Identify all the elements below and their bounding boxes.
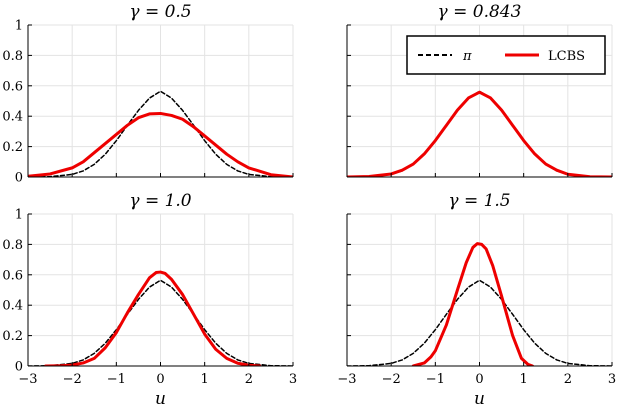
x-tick-label: 0 xyxy=(475,372,483,387)
y-tick-label: 0.8 xyxy=(2,238,23,253)
panel-3: −3 −2 −1 0 1 2 3 γ = 1.5 u xyxy=(337,191,616,409)
series-line-lcbs xyxy=(28,111,293,177)
series-line-pi xyxy=(28,90,293,177)
chart-title-1: γ = 0.843 xyxy=(438,2,522,22)
x-tick-label: −1 xyxy=(426,372,445,387)
chart-title-3: γ = 1.5 xyxy=(448,191,510,211)
y-tick-label: 0.4 xyxy=(2,299,23,314)
y-tick-label: 0.6 xyxy=(2,79,23,94)
y-tick-label: 0.8 xyxy=(2,49,23,64)
x-tick-label: −3 xyxy=(18,372,37,387)
y-tick-label: 0.4 xyxy=(2,110,23,125)
x-tick-label: 2 xyxy=(564,372,572,387)
series-line-lcbs xyxy=(411,242,534,366)
legend-label-lcbs: LCBS xyxy=(548,49,585,64)
y-tick-label: 0.2 xyxy=(2,140,23,155)
ticks-1 xyxy=(346,24,613,178)
x-tick-label: 3 xyxy=(608,372,616,387)
x-tick-label: −2 xyxy=(63,372,82,387)
x-tick-label: −1 xyxy=(107,372,126,387)
legend-box xyxy=(406,35,606,75)
x-tick-label: −3 xyxy=(337,372,356,387)
x-axis-label-3: u xyxy=(474,389,485,409)
ticks-0: 0 0.2 0.4 0.6 0.8 1 xyxy=(2,19,294,186)
series-layer-2 xyxy=(28,270,293,366)
legend: π LCBS xyxy=(406,35,606,75)
x-tick-label: 1 xyxy=(520,372,528,387)
chart-title-0: γ = 0.5 xyxy=(129,2,191,22)
series-line-pi xyxy=(28,279,293,366)
chart-title-2: γ = 1.0 xyxy=(129,191,191,211)
x-tick-label: 3 xyxy=(289,372,297,387)
panel-2: −3 −2 −1 0 1 2 3 0 0.2 0.4 0.6 0.8 1 γ = 1.0 u xyxy=(2,191,297,409)
y-tick-label: 0.2 xyxy=(2,329,23,344)
y-tick-label: 0 xyxy=(15,171,23,186)
x-tick-label: 2 xyxy=(245,372,253,387)
x-tick-label: 1 xyxy=(201,372,209,387)
y-tick-label: 1 xyxy=(15,208,23,223)
legend-label-pi: π xyxy=(462,49,472,64)
panel-0: 0 0.2 0.4 0.6 0.8 1 γ = 0.5 xyxy=(2,2,294,186)
series-layer-0 xyxy=(28,90,293,177)
grid-3 xyxy=(346,213,613,367)
ticks-3: −3 −2 −1 0 1 2 3 xyxy=(337,213,616,387)
ticks-2: −3 −2 −1 0 1 2 3 0 0.2 0.4 0.6 0.8 1 xyxy=(2,208,297,388)
panel-1: γ = 0.843 π LCBS xyxy=(346,2,613,178)
x-tick-label: 0 xyxy=(156,372,164,387)
series-line-lcbs xyxy=(44,270,262,366)
y-tick-label: 0.6 xyxy=(2,268,23,283)
series-layer-3 xyxy=(347,242,612,366)
y-tick-label: 1 xyxy=(15,19,23,34)
y-tick-label: 0 xyxy=(15,360,23,375)
series-layer-1 xyxy=(347,90,612,177)
series-line-lcbs xyxy=(347,90,612,177)
x-tick-label: −2 xyxy=(382,372,401,387)
x-axis-label-2: u xyxy=(155,389,166,409)
series-line-pi xyxy=(347,279,612,366)
